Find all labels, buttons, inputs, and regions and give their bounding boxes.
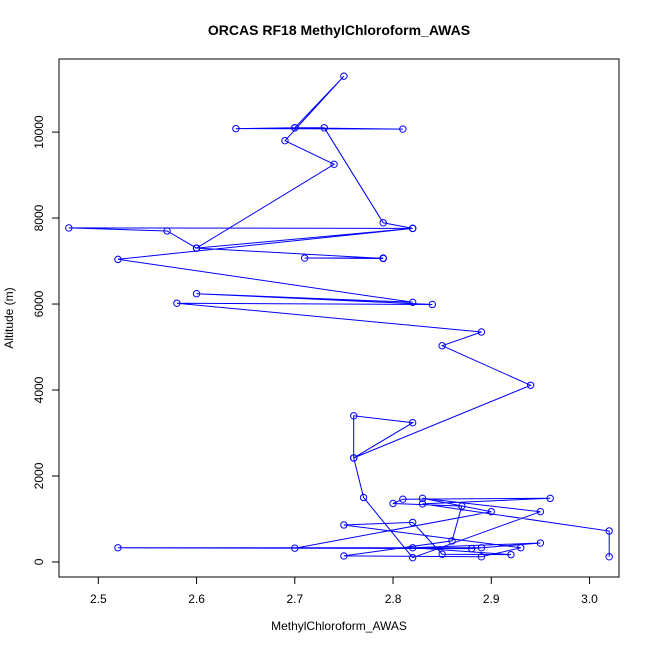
data-point bbox=[281, 136, 289, 145]
data-point bbox=[291, 124, 299, 132]
data-point bbox=[448, 537, 456, 545]
series-lines bbox=[68, 75, 610, 559]
data-point bbox=[379, 219, 387, 227]
y-tick-label: 4000 bbox=[32, 376, 46, 403]
data-point bbox=[114, 255, 122, 264]
data-point bbox=[300, 254, 309, 262]
data-point bbox=[408, 418, 417, 427]
data-point bbox=[536, 539, 545, 547]
data-point bbox=[340, 521, 348, 529]
data-point bbox=[477, 328, 486, 336]
x-tick-label: 2.5 bbox=[90, 592, 107, 606]
y-tick-label: 0 bbox=[32, 558, 46, 565]
data-point bbox=[65, 224, 73, 232]
data-point bbox=[320, 124, 328, 132]
series-points bbox=[65, 72, 613, 562]
data-point bbox=[507, 550, 515, 559]
data-point bbox=[399, 125, 407, 133]
data-point bbox=[350, 454, 358, 462]
y-tick-label: 2000 bbox=[32, 462, 46, 489]
data-point bbox=[438, 550, 446, 558]
data-point bbox=[428, 300, 437, 309]
data-point bbox=[340, 72, 348, 80]
data-point bbox=[408, 298, 417, 307]
data-point bbox=[173, 299, 181, 307]
data-point bbox=[114, 544, 122, 552]
data-point bbox=[379, 254, 387, 262]
data-point bbox=[291, 544, 299, 552]
data-point bbox=[408, 544, 417, 552]
data-point bbox=[487, 507, 495, 516]
y-tick-label: 8000 bbox=[32, 204, 46, 231]
data-point bbox=[477, 553, 486, 561]
y-axis-label: Altitude (m) bbox=[2, 287, 16, 348]
x-tick-label: 3.0 bbox=[581, 592, 598, 606]
data-point bbox=[458, 502, 466, 510]
data-point bbox=[438, 342, 446, 350]
data-point bbox=[192, 244, 201, 252]
x-axis: 2.5 2.6 2.7 2.8 2.9 3.0 bbox=[90, 576, 598, 606]
data-point bbox=[408, 224, 417, 233]
data-point bbox=[418, 500, 427, 508]
data-point bbox=[399, 495, 407, 503]
data-point bbox=[340, 552, 348, 560]
data-point bbox=[467, 544, 476, 553]
x-tick-label: 2.7 bbox=[286, 592, 303, 606]
x-tick-label: 2.8 bbox=[385, 592, 402, 606]
data-point bbox=[330, 160, 338, 169]
x-tick-label: 2.9 bbox=[483, 592, 500, 606]
data-point bbox=[232, 124, 240, 133]
chart-title: ORCAS RF18 MethylChloroform_AWAS bbox=[208, 22, 470, 38]
data-point bbox=[536, 507, 545, 516]
series-line bbox=[68, 75, 610, 559]
data-point bbox=[192, 290, 201, 298]
data-point bbox=[408, 518, 417, 527]
x-axis-label: MethylChloroform_AWAS bbox=[271, 619, 407, 633]
y-axis: 0 2000 4000 6000 8000 10000 bbox=[32, 115, 60, 565]
data-point bbox=[408, 553, 417, 562]
data-point bbox=[359, 493, 368, 502]
data-point bbox=[418, 494, 427, 503]
x-tick-label: 2.6 bbox=[188, 592, 205, 606]
y-tick-label: 10000 bbox=[32, 115, 46, 149]
data-point bbox=[389, 499, 397, 508]
data-point bbox=[605, 527, 613, 535]
data-point bbox=[526, 381, 535, 389]
data-point bbox=[546, 494, 554, 503]
y-tick-label: 6000 bbox=[32, 290, 46, 317]
data-point bbox=[163, 227, 171, 235]
data-point bbox=[350, 412, 358, 420]
data-point bbox=[477, 544, 486, 552]
data-point bbox=[605, 553, 613, 561]
data-point bbox=[517, 544, 525, 552]
